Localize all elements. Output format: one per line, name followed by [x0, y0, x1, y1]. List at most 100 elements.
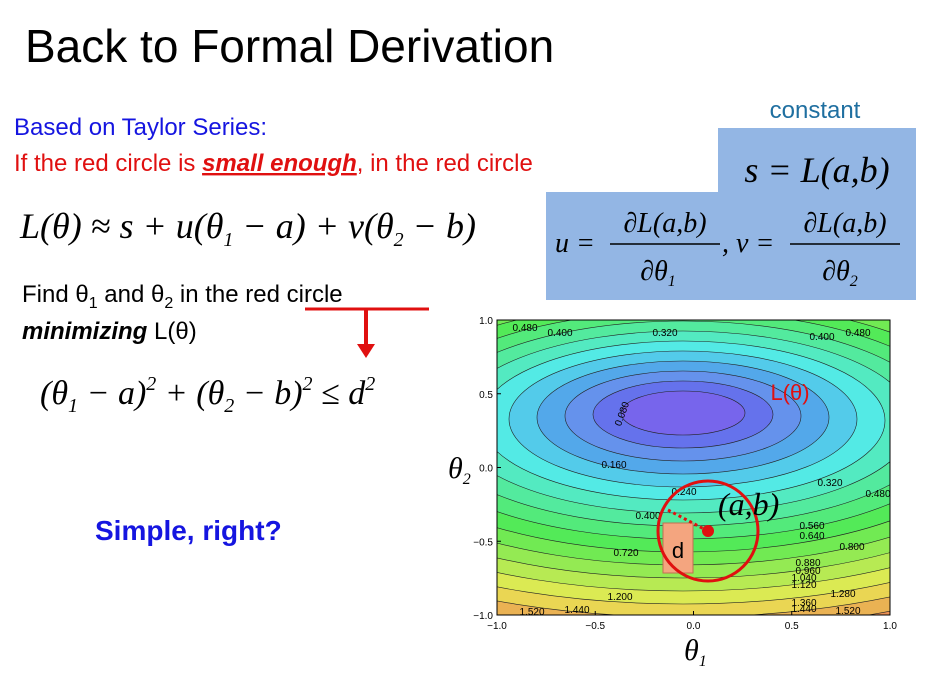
u-numerator: ∂L(a,b) — [623, 208, 706, 239]
subscript: 1 — [668, 273, 676, 290]
text-part: , in the red circle — [357, 150, 533, 177]
find-text: Find θ1 and θ2 in the red circle — [22, 281, 343, 312]
y-axis-label: θ2 — [448, 452, 471, 488]
contour-label: 0.320 — [652, 328, 677, 339]
taylor-heading: Based on Taylor Series: — [14, 114, 267, 141]
contour-label: 1.440 — [791, 604, 816, 615]
formula-part: ≤ d — [313, 375, 367, 412]
center-point — [702, 525, 714, 537]
formula-part: − b) — [234, 375, 302, 412]
formula-part: (θ — [40, 375, 68, 412]
point-label: (a,b) — [718, 486, 779, 522]
contour-label: 1.440 — [564, 605, 589, 616]
approx-formula: L(θ) ≈ s + u(θ1 − a) + v(θ2 − b) — [19, 206, 476, 251]
subscript: 2 — [224, 395, 234, 417]
constraint-formula: (θ1 − a)2 + (θ2 − b)2 ≤ d2 — [40, 373, 375, 417]
contour-label: 0.480 — [512, 323, 537, 334]
contour-label: 0.720 — [613, 548, 638, 559]
text-part: If the red circle is — [14, 150, 202, 177]
slide-title: Back to Formal Derivation — [25, 20, 554, 72]
x-tick-label: 0.5 — [785, 621, 799, 632]
formula-part: − a) + v(θ — [233, 206, 393, 246]
contour-label: 0.480 — [845, 328, 870, 339]
v-numerator: ∂L(a,b) — [803, 208, 886, 239]
contour-label: 0.400 — [809, 332, 834, 343]
subscript: 1 — [68, 395, 78, 417]
formula-box — [546, 192, 718, 300]
contour-label: 0.640 — [799, 531, 824, 542]
subscript: 1 — [223, 229, 233, 251]
contour-label: 0.240 — [671, 487, 696, 498]
y-tick-label: 0.5 — [479, 390, 493, 401]
constant-label: constant — [770, 97, 861, 124]
formula-part: − a) — [78, 375, 146, 412]
text-part: and θ — [98, 281, 165, 308]
closing-text: Simple, right? — [95, 515, 282, 546]
formula-part: − b) — [404, 206, 476, 246]
formula-part: ∂θ — [822, 256, 850, 287]
superscript: 2 — [303, 373, 313, 395]
formula-part: + (θ — [156, 375, 224, 412]
x-tick-label: 1.0 — [883, 621, 897, 632]
loss-label: L(θ) — [770, 380, 809, 405]
y-tick-label: −0.5 — [473, 537, 493, 548]
contour-label: 1.520 — [835, 606, 860, 617]
x-tick-label: −1.0 — [487, 621, 507, 632]
text-emphasis: small enough — [202, 150, 357, 177]
contour-label: 1.200 — [607, 592, 632, 603]
contour-label: 1.120 — [791, 580, 816, 591]
contour-label: 0.800 — [839, 542, 864, 553]
radius-box — [662, 522, 694, 574]
contour-label: 0.480 — [865, 489, 890, 500]
contour-label: 1.360 — [791, 598, 816, 609]
y-tick-label: −1.0 — [473, 611, 493, 622]
contour-label: 0.880 — [795, 558, 820, 569]
superscript: 2 — [146, 373, 156, 395]
contour-label: 0.400 — [635, 511, 660, 522]
red-circle — [656, 479, 760, 583]
subscript: 1 — [699, 653, 707, 670]
text-part: Find θ — [22, 281, 89, 308]
s-formula: s = L(a,b) — [744, 150, 889, 190]
taylor-line: If the red circle is small enough, in th… — [14, 150, 533, 177]
x-tick-label: −0.5 — [585, 621, 605, 632]
subscript: 2 — [164, 295, 173, 312]
contour-label: 1.520 — [519, 607, 544, 618]
contour-band — [620, 390, 746, 436]
contour-plot — [497, 320, 890, 615]
radius-label: d — [672, 538, 684, 563]
contour-label: 1.280 — [830, 589, 855, 600]
formula-part: ∂θ — [640, 256, 668, 287]
text-emphasis: minimizing — [22, 318, 148, 345]
contour-label: 0.160 — [601, 460, 626, 471]
radius-line — [667, 508, 705, 531]
formula-part: L(θ) ≈ s + u(θ — [19, 206, 223, 246]
x-axis-label: θ1 — [684, 634, 707, 670]
v-left: , v = — [722, 228, 774, 259]
arrow-head — [357, 344, 375, 358]
contour-label: 0.320 — [817, 478, 842, 489]
y-tick-label: 1.0 — [479, 316, 493, 327]
v-denominator: ∂θ2 — [822, 256, 858, 290]
u-denominator: ∂θ1 — [640, 256, 676, 290]
axis-symbol: θ — [448, 452, 463, 485]
text-part: L(θ) — [147, 318, 196, 345]
text-part: in the — [173, 281, 245, 308]
contour-label: 0.960 — [795, 566, 820, 577]
superscript: 2 — [365, 373, 375, 395]
text-part: red circle — [245, 281, 342, 308]
plot-overlay: −1.0 −0.5 0.0 0.5 1.0 1.0 0.5 0.0 −0.5 −1.0 0.480 0… — [473, 316, 897, 632]
subscript: 2 — [463, 471, 471, 488]
minimizing-text: minimizing L(θ) — [22, 318, 197, 345]
u-left: u = — [555, 228, 595, 259]
contour-label: 0.560 — [799, 521, 824, 532]
contour-label: 0.400 — [547, 328, 572, 339]
x-tick-label: 0.0 — [687, 621, 701, 632]
contour-label: 1.040 — [791, 573, 816, 584]
axis-symbol: θ — [684, 634, 699, 667]
subscript: 1 — [89, 295, 98, 312]
subscript: 2 — [850, 273, 858, 290]
y-tick-label: 0.0 — [479, 464, 493, 475]
subscript: 2 — [394, 229, 404, 251]
